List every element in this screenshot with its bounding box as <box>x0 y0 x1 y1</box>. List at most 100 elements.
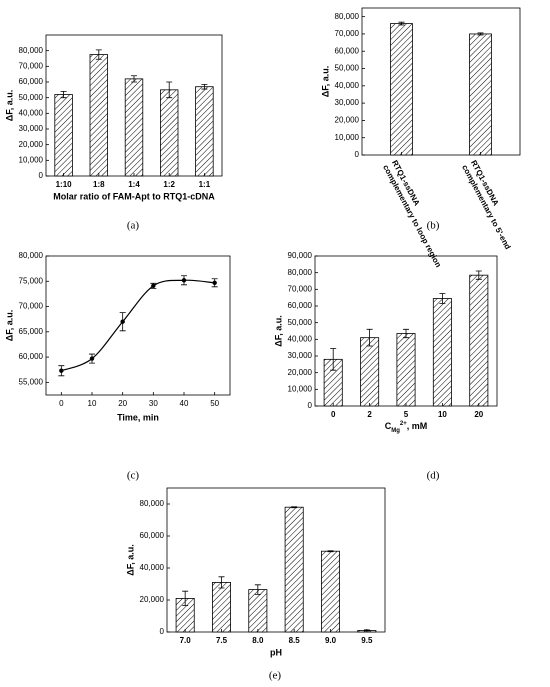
x-tick-label: 10 <box>438 410 447 419</box>
y-tick-label: 60,000 <box>19 77 44 86</box>
bar <box>390 23 413 156</box>
panel-caption: (c) <box>127 470 140 482</box>
y-tick-label: 80,000 <box>335 12 360 21</box>
y-tick-label: 20,000 <box>140 595 165 604</box>
y-tick-label: 0 <box>308 401 313 410</box>
y-tick-label: 20,000 <box>335 116 360 125</box>
data-point <box>120 319 125 324</box>
bar <box>360 337 380 407</box>
x-tick-label: 2 <box>367 410 372 419</box>
error-bar <box>201 83 208 90</box>
x-tick-label: 5 <box>404 410 409 419</box>
x-tick-label: 40 <box>180 399 189 408</box>
bar <box>321 550 340 633</box>
x-tick-label: 10 <box>88 399 97 408</box>
y-tick-label: 40,000 <box>335 81 360 90</box>
error-bar <box>182 590 189 606</box>
x-tick-label: 1:1 <box>199 180 211 189</box>
data-point <box>151 283 156 289</box>
bar <box>432 298 452 407</box>
bar <box>284 506 304 633</box>
error-bar <box>166 81 173 99</box>
x-tick-label: 1:2 <box>163 180 175 189</box>
y-axis-label: ΔF, a.u. <box>4 310 14 341</box>
x-tick-label: 9.5 <box>361 636 373 645</box>
error-bar <box>475 270 482 280</box>
x-tick-label: 1:8 <box>93 180 105 189</box>
bar <box>396 333 416 407</box>
y-tick-label: 50,000 <box>288 318 313 327</box>
plot-frame <box>166 487 386 633</box>
y-tick-label: 80,000 <box>288 268 313 277</box>
y-tick-label: 60,000 <box>288 301 313 310</box>
fit-curve <box>61 279 215 372</box>
y-tick-label: 40,000 <box>288 334 313 343</box>
x-tick-label: 50 <box>210 399 219 408</box>
bar <box>159 89 179 177</box>
x-axis-label: Molar ratio of FAM-Apt to RTQ1-cDNA <box>53 191 215 201</box>
x-axis-label-main: C <box>385 421 392 431</box>
panel-caption: (d) <box>427 470 440 482</box>
x-axis-label: Time, min <box>117 412 159 422</box>
y-tick-label: 65,000 <box>19 327 44 336</box>
error-bar <box>60 91 67 99</box>
bar <box>195 86 214 177</box>
error-bar <box>439 293 446 304</box>
x-tick-label: RTQ1-ssDNAcomplementary to 5'-end <box>460 159 521 251</box>
data-point <box>89 356 95 361</box>
x-axis-label-sup: 2+ <box>400 421 407 427</box>
y-tick-label: 20,000 <box>19 140 44 149</box>
x-tick-label: 8.5 <box>289 636 301 645</box>
y-tick-label: 30,000 <box>288 351 313 360</box>
y-tick-label: 50,000 <box>335 64 360 73</box>
y-axis-label: ΔF, a.u. <box>320 66 330 97</box>
error-bar <box>398 21 405 26</box>
error-bar <box>477 32 484 36</box>
x-axis-label: CMg2+, mM <box>385 421 428 434</box>
x-tick-label: 9.0 <box>325 636 337 645</box>
error-bar <box>403 328 409 339</box>
x-tick-label: 0 <box>59 399 64 408</box>
error-bar <box>254 584 261 595</box>
x-tick-label: 0 <box>331 410 336 419</box>
error-bar <box>330 348 337 371</box>
panel-caption: (e) <box>269 670 282 682</box>
panel-caption: (b) <box>427 220 440 232</box>
y-axis-label: ΔF, a.u. <box>273 315 283 346</box>
y-tick-label: 40,000 <box>19 108 44 117</box>
y-tick-label: 60,000 <box>140 531 165 540</box>
bar <box>54 94 73 177</box>
y-tick-label: 60,000 <box>19 352 44 361</box>
plot-frame <box>45 255 231 396</box>
x-tick-label: 7.0 <box>180 636 192 645</box>
bar <box>124 78 144 177</box>
bar <box>469 274 489 407</box>
y-tick-label: 70,000 <box>19 61 44 70</box>
x-tick-label: 1:10 <box>56 180 73 189</box>
x-axis-label-sub: Mg <box>391 428 400 434</box>
panel-caption: (a) <box>127 220 140 232</box>
y-tick-label: 10,000 <box>19 155 44 164</box>
x-tick-label: 30 <box>149 399 158 408</box>
y-tick-label: 30,000 <box>335 98 360 107</box>
y-axis-label: ΔF, a.u. <box>4 90 14 121</box>
y-tick-label: 70,000 <box>19 302 44 311</box>
y-axis-label: ΔF, a.u. <box>125 544 135 575</box>
y-tick-label: 0 <box>39 171 44 180</box>
x-axis-label: pH <box>270 647 282 657</box>
x-axis-label-unit: , mM <box>407 421 428 431</box>
y-tick-label: 75,000 <box>19 276 44 285</box>
y-tick-label: 0 <box>355 150 360 159</box>
error-bar <box>291 506 298 509</box>
y-tick-label: 10,000 <box>288 384 313 393</box>
x-tick-label: 7.5 <box>216 636 228 645</box>
y-tick-label: 60,000 <box>335 46 360 55</box>
y-tick-label: 55,000 <box>19 377 44 386</box>
bar <box>89 54 109 177</box>
bar <box>469 33 492 156</box>
y-tick-label: 40,000 <box>140 563 165 572</box>
error-bar <box>95 49 102 60</box>
y-tick-label: 50,000 <box>19 93 44 102</box>
